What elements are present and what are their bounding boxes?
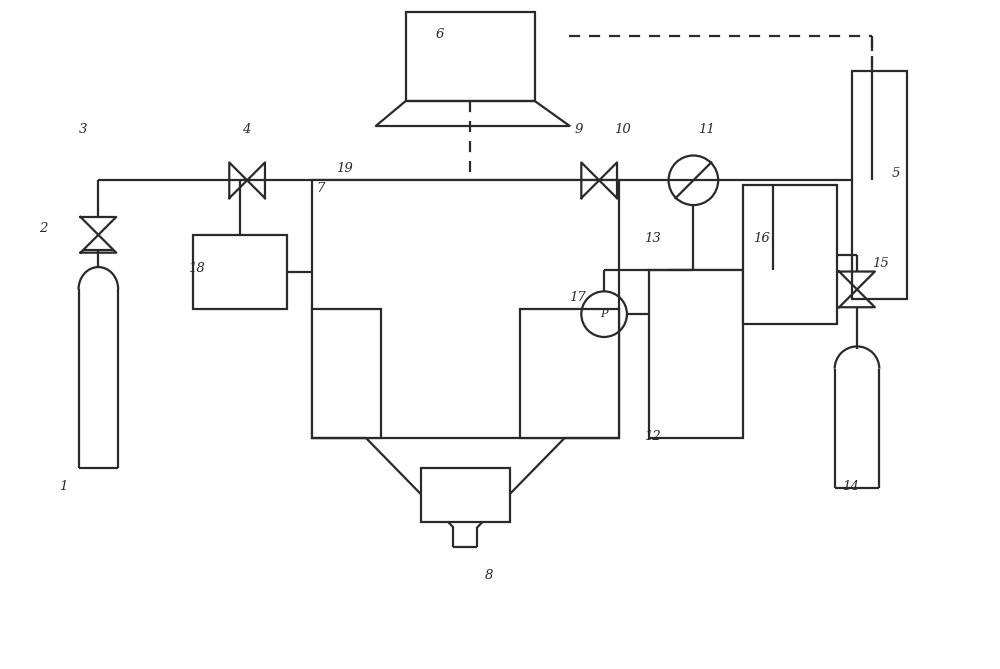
Bar xyxy=(421,468,510,522)
Text: 11: 11 xyxy=(698,122,715,136)
Text: 10: 10 xyxy=(614,122,631,136)
Text: 8: 8 xyxy=(485,569,493,582)
Text: 9: 9 xyxy=(574,122,583,136)
Bar xyxy=(649,270,743,438)
Bar xyxy=(852,71,907,299)
Bar xyxy=(312,180,619,438)
Text: 3: 3 xyxy=(79,122,87,136)
Text: P: P xyxy=(600,309,608,319)
Text: 6: 6 xyxy=(436,29,444,41)
Text: 7: 7 xyxy=(317,182,325,195)
Text: 5: 5 xyxy=(892,167,900,180)
Bar xyxy=(312,309,381,438)
Text: 17: 17 xyxy=(569,291,586,304)
Text: 15: 15 xyxy=(872,256,889,270)
Bar xyxy=(406,11,535,101)
Bar xyxy=(520,309,619,438)
Text: 19: 19 xyxy=(336,163,353,175)
Text: 1: 1 xyxy=(59,480,67,492)
Text: 4: 4 xyxy=(242,122,251,136)
Text: 16: 16 xyxy=(753,231,770,245)
Text: 13: 13 xyxy=(644,231,661,245)
Text: 14: 14 xyxy=(842,480,859,492)
Text: 18: 18 xyxy=(188,262,204,274)
Text: 2: 2 xyxy=(39,222,47,235)
Text: 12: 12 xyxy=(644,430,661,443)
Bar xyxy=(743,185,837,324)
Bar xyxy=(193,235,287,309)
